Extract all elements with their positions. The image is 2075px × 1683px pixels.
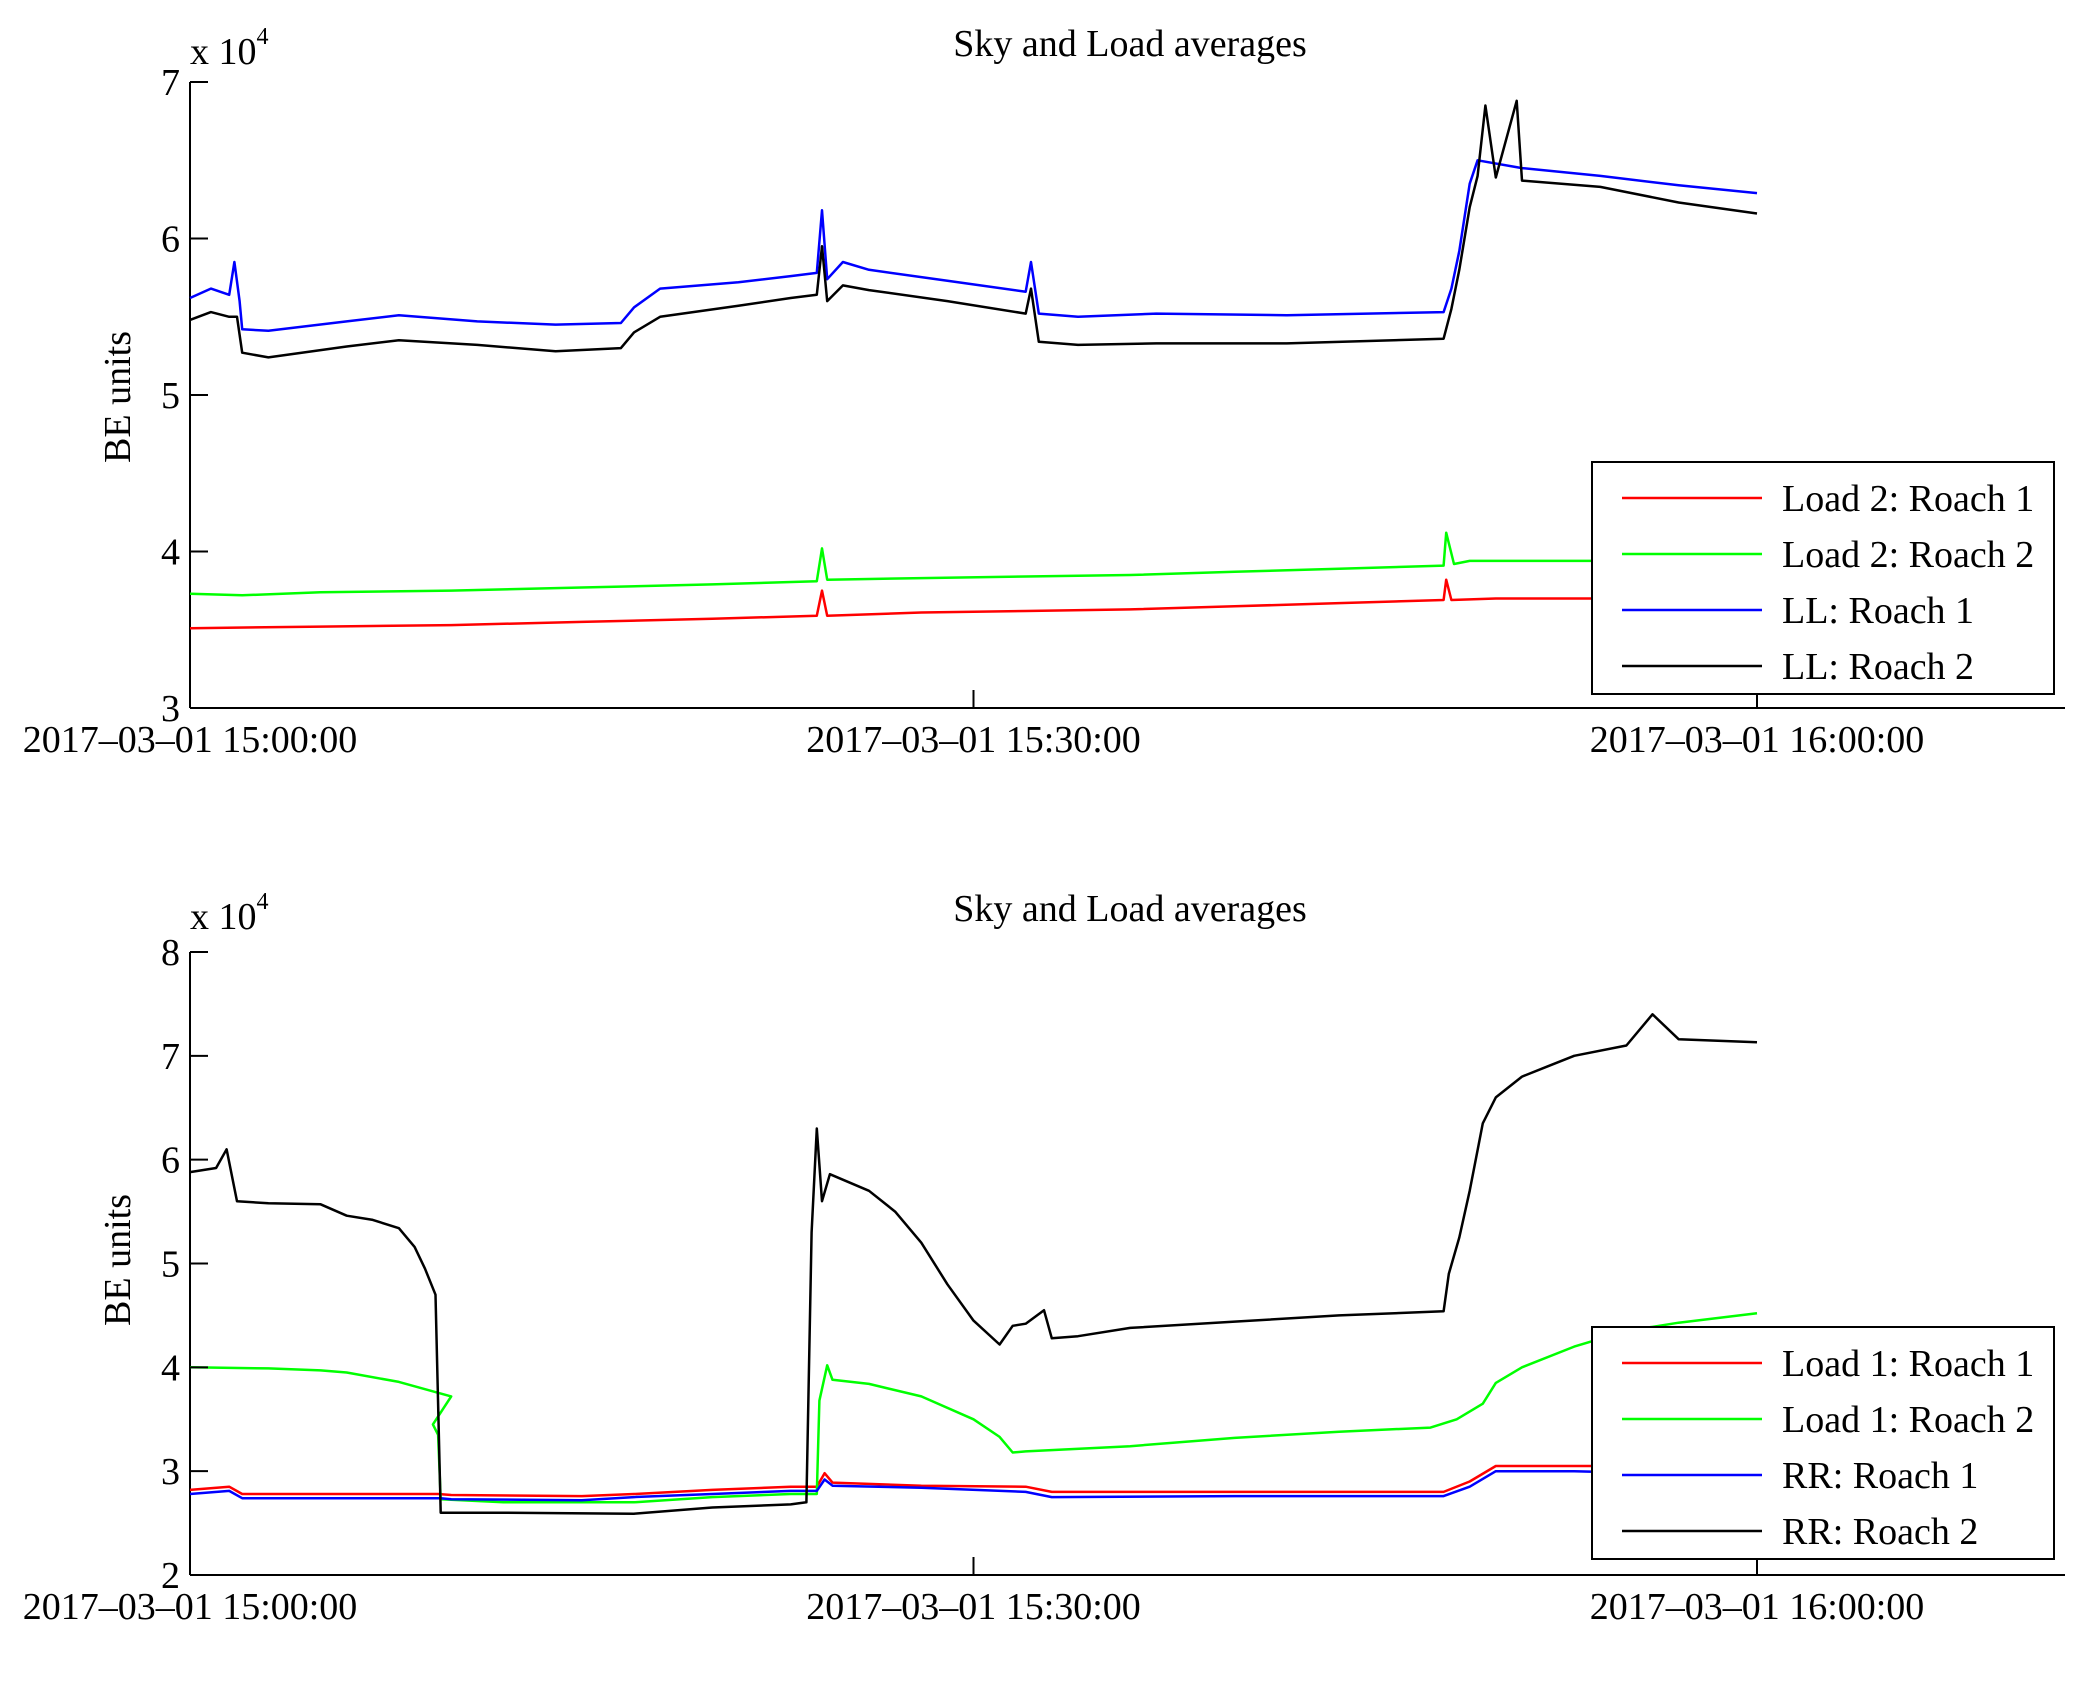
series-line-2 (189, 531, 1757, 597)
legend-label: LL: Roach 2 (1782, 646, 1974, 688)
y-tick-label: 3 (161, 688, 180, 730)
y-tick-label: 3 (161, 1451, 180, 1493)
series-layer (189, 99, 1758, 630)
legend-label: Load 2: Roach 2 (1782, 534, 2034, 576)
legend-box (1591, 461, 2055, 695)
y-tick-label: 2 (161, 1555, 180, 1597)
y-scale-factor: x 104 (190, 889, 269, 938)
chart-top: Sky and Load averages BE units x 104 345… (23, 23, 2065, 761)
y-axis-label: BE units (97, 1194, 139, 1326)
chart-bottom: Sky and Load averages BE units x 104 234… (23, 888, 2065, 1628)
series-line-1 (189, 578, 1758, 630)
y-tick-label: 8 (161, 932, 180, 974)
ticks-layer: 2 3 4 5 6 7 8 2017–03–01 15:00:00 2017–03–01 15:… (23, 932, 1925, 1628)
series-line-2 (189, 1312, 1758, 1504)
legend-label: RR: Roach 1 (1782, 1455, 1978, 1497)
y-scale-base: x 10 (190, 896, 257, 938)
series-line-4 (189, 1013, 1758, 1515)
legend: Load 2: Roach 1 Load 2: Roach 2 LL: Roach … (1591, 461, 2055, 695)
chart-title: Sky and Load averages (953, 888, 1307, 930)
series-line-3 (189, 159, 1758, 333)
y-scale-exponent: 4 (257, 889, 269, 915)
chart-title: Sky and Load averages (953, 23, 1307, 65)
legend-label: LL: Roach 1 (1782, 590, 1974, 632)
series-line-4 (189, 99, 1758, 359)
x-tick-label: 2017–03–01 16:00:00 (1590, 1586, 1925, 1628)
y-tick-label: 5 (161, 375, 180, 417)
y-scale-base: x 10 (190, 31, 257, 73)
x-tick-label: 2017–03–01 15:00:00 (23, 1586, 358, 1628)
y-tick-label: 5 (161, 1244, 180, 1286)
legend-box (1591, 1326, 2055, 1560)
ticks-layer: 3 4 5 6 7 2017–03–01 15:00:00 2017–03–01 15:30… (23, 62, 1925, 761)
y-tick-label: 6 (161, 219, 180, 261)
x-tick-label: 2017–03–01 15:30:00 (806, 1586, 1141, 1628)
y-scale-factor: x 104 (190, 24, 269, 73)
series-line-3 (189, 1469, 1758, 1502)
series-line-1 (189, 1464, 1757, 1498)
legend-label: RR: Roach 2 (1782, 1511, 1978, 1553)
y-tick-label: 4 (161, 1347, 180, 1389)
legend-label: Load 2: Roach 1 (1782, 478, 2034, 520)
x-tick-label: 2017–03–01 15:00:00 (23, 719, 358, 761)
series-layer (189, 1013, 1758, 1515)
y-tick-label: 6 (161, 1140, 180, 1182)
legend: Load 1: Roach 1 Load 1: Roach 2 RR: Roach … (1591, 1326, 2055, 1560)
y-axis-label: BE units (97, 331, 139, 463)
y-tick-label: 7 (161, 1036, 180, 1078)
legend-label: Load 1: Roach 1 (1782, 1343, 2034, 1385)
y-tick-label: 7 (161, 62, 180, 104)
x-tick-label: 2017–03–01 16:00:00 (1590, 719, 1925, 761)
y-scale-exponent: 4 (257, 24, 269, 50)
y-tick-label: 4 (161, 532, 180, 574)
legend-label: Load 1: Roach 2 (1782, 1399, 2034, 1441)
x-tick-label: 2017–03–01 15:30:00 (806, 719, 1141, 761)
